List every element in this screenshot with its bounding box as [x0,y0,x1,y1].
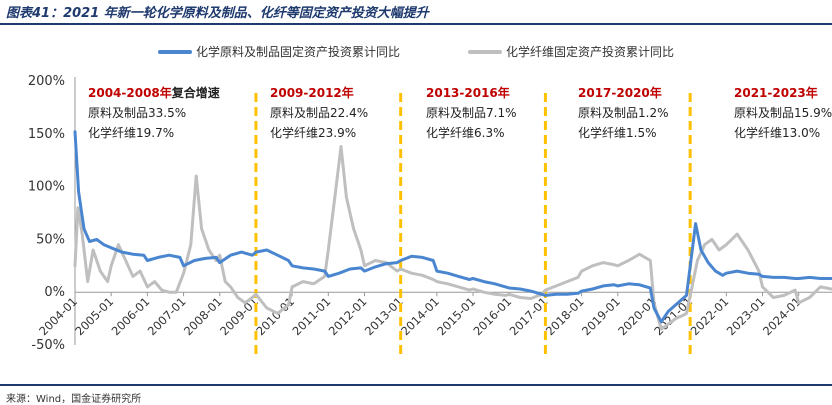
legend-label: 化学原料及制品固定资产投资累计同比 [196,44,400,59]
annotation-period: 2021-2023年 [734,85,818,100]
annotation-fiber-rate: 化学纤维6.3% [426,125,505,140]
annotation-period: 2017-2020年 [578,85,662,100]
bottom-rule [0,384,832,386]
annotation-fiber-rate: 化学纤维1.5% [578,125,657,140]
y-tick-label: 200% [28,74,65,89]
x-tick-label: 2004-01 [36,294,80,338]
series-line-raw-materials [73,130,832,324]
annotation-raw-rate: 原料及制品1.2% [578,106,669,120]
line-chart: 200% 150% 100% 50% 0% -50% 2004-012005-012006… [28,44,832,354]
annotation-caption: 复合增速 [171,85,220,100]
y-tick-label: 50% [36,232,65,247]
annotation-period: 2009-2012年 [270,85,354,100]
x-tick-label: 2011-01 [290,294,334,338]
y-axis: 200% 150% 100% 50% 0% -50% [28,74,76,353]
y-tick-label: 150% [28,127,65,142]
y-tick-label: -50% [31,338,65,353]
annotation-period: 2013-2016年 [426,85,510,100]
annotation-raw-rate: 原料及制品22.4% [270,106,368,120]
annotation-fiber-rate: 化学纤维23.9% [270,125,356,140]
chart-legend: 化学原料及制品固定资产投资累计同比 化学纤维固定资产投资累计同比 [158,44,674,59]
annotation-period: 2004-2008年复合增速 [88,85,220,100]
annotation-fiber-rate: 化学纤维13.0% [734,125,820,140]
x-tick-label: 2015-01 [434,294,478,338]
annotation-raw-rate: 原料及制品15.9% [734,106,832,120]
x-tick-label: 2006-01 [109,294,153,338]
y-tick-label: 0% [44,285,65,300]
annotation-fiber-rate: 化学纤维19.7% [88,125,174,140]
x-tick-label: 2007-01 [145,294,189,338]
x-tick-label: 2022-01 [688,294,732,338]
annotation-raw-rate: 原料及制品33.5% [88,106,186,120]
x-tick-label: 2014-01 [398,294,442,338]
legend-label: 化学纤维固定资产投资累计同比 [506,44,674,59]
x-tick-label: 2018-01 [543,294,587,338]
y-tick-label: 100% [28,180,65,195]
series-line-chemical-fiber [73,145,832,331]
title-rule [0,23,832,25]
series-lines [73,130,832,331]
x-tick-label: 2019-01 [579,294,623,338]
period-dividers [254,93,692,354]
source-note: 来源：Wind，国金证券研究所 [6,394,142,405]
annotation-raw-rate: 原料及制品7.1% [426,106,517,120]
x-tick-label: 2012-01 [326,294,370,338]
figure-title: 图表41：2021 年新一轮化学原料及制品、化纤等固定资产投资大幅提升 [6,6,429,21]
x-tick-label: 2016-01 [470,294,514,338]
x-tick-label: 2005-01 [72,294,116,338]
x-tick-label: 2023-01 [724,294,768,338]
x-tick-label: 2008-01 [181,294,225,338]
